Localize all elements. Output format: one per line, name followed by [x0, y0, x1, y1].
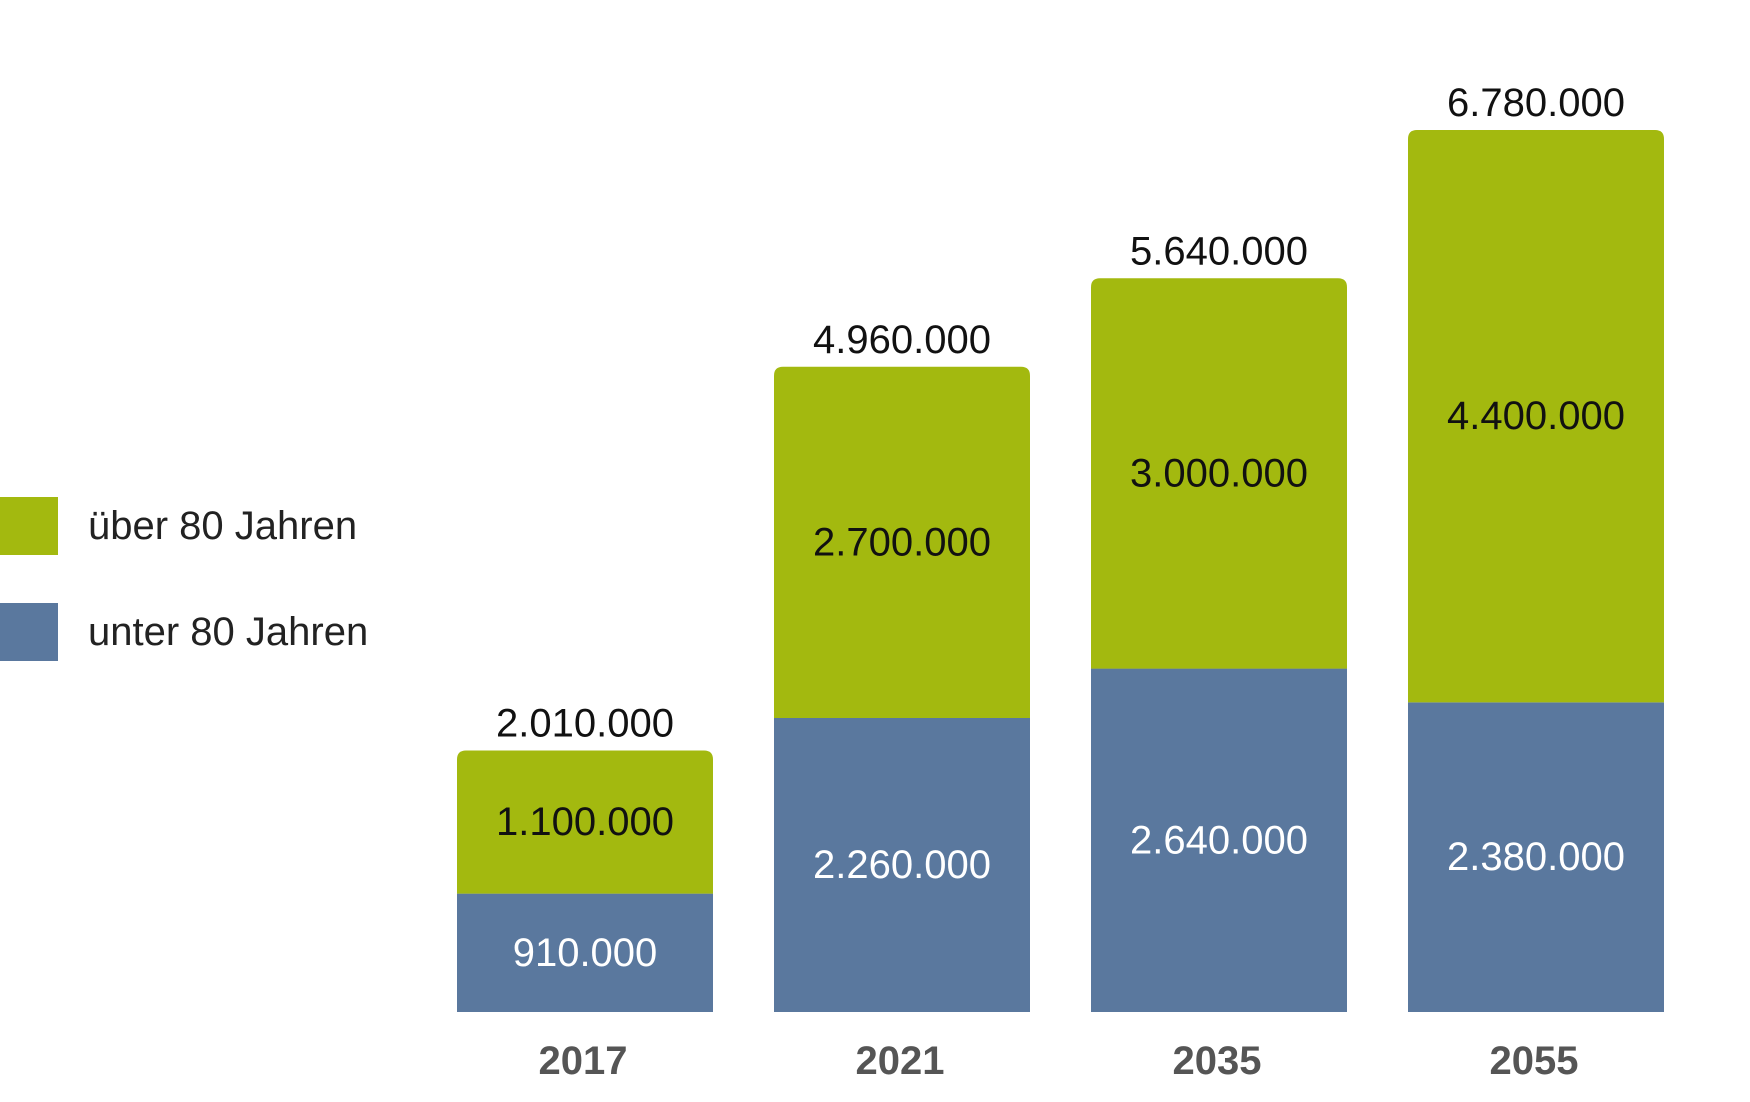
data-label-2035-unter-80: 2.640.000	[1130, 818, 1308, 862]
data-label-2021-unter-80: 2.260.000	[813, 843, 991, 887]
data-label-2055-ueber-80: 4.400.000	[1447, 394, 1625, 438]
data-label-2017-ueber-80: 1.100.000	[496, 800, 674, 844]
bar-2017-unter-80	[457, 893, 713, 1012]
total-label-2021: 4.960.000	[813, 318, 991, 362]
data-label-2021-ueber-80: 2.700.000	[813, 520, 991, 564]
data-label-2017-unter-80: 910.000	[513, 931, 658, 975]
data-label-2055-unter-80: 2.380.000	[1447, 835, 1625, 879]
total-label-2035: 5.640.000	[1130, 229, 1308, 273]
total-label-2055: 6.780.000	[1447, 81, 1625, 125]
data-label-2035-ueber-80: 3.000.000	[1130, 451, 1308, 495]
category-label-2055: 2055	[1490, 1039, 1579, 1083]
category-label-2021: 2021	[856, 1039, 945, 1083]
bar-2055-ueber-80	[1408, 130, 1664, 703]
category-label-2035: 2035	[1173, 1039, 1262, 1083]
bar-2021-unter-80	[774, 718, 1030, 1012]
bar-2035-unter-80	[1091, 668, 1347, 1012]
bar-2017-ueber-80	[457, 750, 713, 894]
category-label-2017: 2017	[539, 1039, 628, 1083]
total-label-2017: 2.010.000	[496, 702, 674, 746]
bar-2055-unter-80	[1408, 702, 1664, 1012]
bar-2035-ueber-80	[1091, 278, 1347, 669]
bar-2021-ueber-80	[774, 366, 1030, 718]
